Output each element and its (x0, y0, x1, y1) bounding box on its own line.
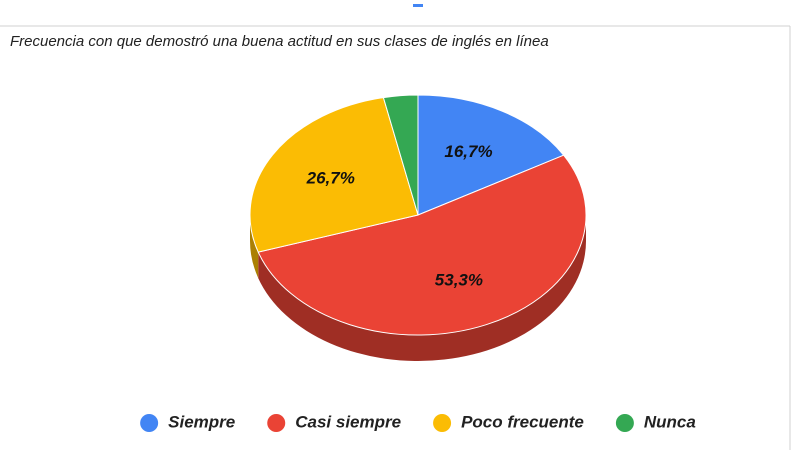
legend-label: Casi siempre (295, 412, 401, 431)
chart-title: Frecuencia con que demostró una buena ac… (10, 33, 549, 50)
legend: Siempre Casi siempre Poco frecuente Nunca (140, 412, 696, 432)
slice (249, 97, 419, 253)
slice (382, 94, 419, 216)
legend-marker (615, 414, 634, 432)
legend-label: Siempre (168, 412, 235, 431)
tab-marker (413, 4, 423, 7)
slice (417, 94, 565, 216)
slice-side (250, 215, 259, 279)
data-label: 16,7% (444, 142, 492, 161)
legend-marker (140, 414, 159, 432)
legend-label: Poco frecuente (461, 412, 584, 431)
data-label: 26,7% (306, 168, 355, 187)
legend-marker (433, 414, 452, 432)
slice-side (258, 215, 586, 361)
legend-marker (267, 414, 286, 432)
legend-label: Nunca (644, 412, 696, 431)
data-label: 53,3% (435, 270, 483, 289)
slice (257, 154, 587, 336)
